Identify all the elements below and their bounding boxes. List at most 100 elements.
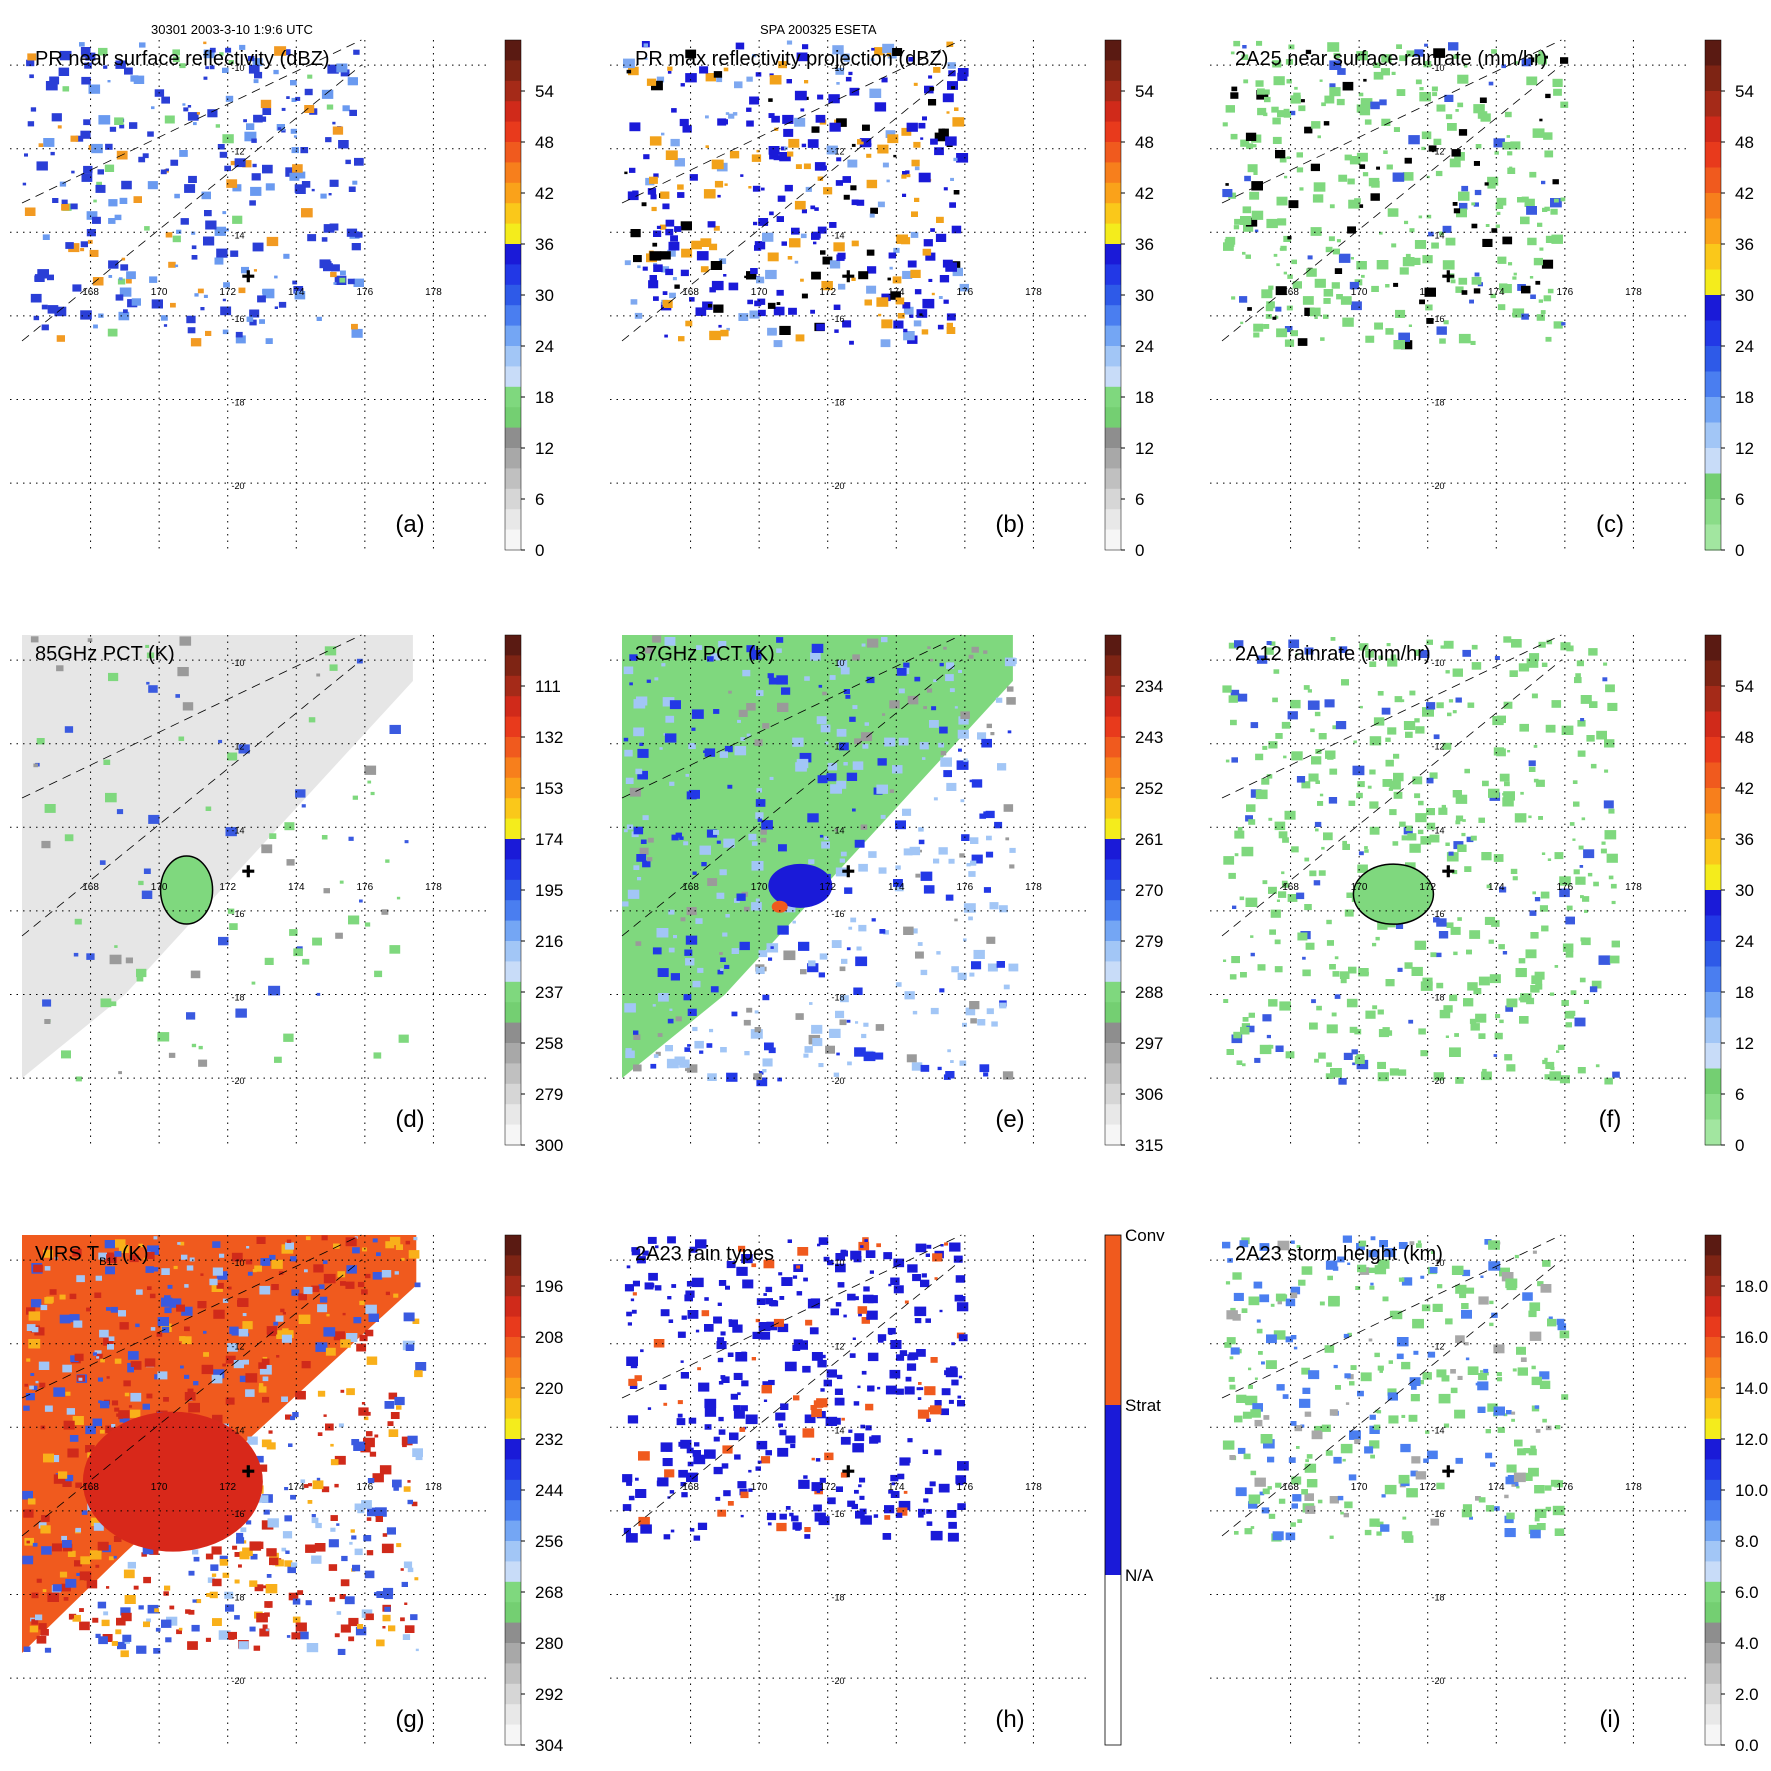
field-pixel	[35, 1614, 43, 1621]
field-pixel	[1377, 921, 1388, 930]
field-pixel	[324, 646, 337, 656]
field-pixel	[1321, 846, 1325, 850]
field-pixel	[1542, 1059, 1548, 1065]
field-pixel	[691, 727, 696, 731]
colorbar-segment	[505, 777, 521, 799]
field-pixel	[253, 114, 263, 123]
panel-title: VIRS TB11 (K)	[35, 1243, 149, 1268]
field-pixel	[820, 724, 831, 733]
field-pixel	[1488, 788, 1500, 798]
field-pixel	[1224, 1342, 1232, 1348]
field-pixel	[921, 329, 929, 335]
field-pixel	[879, 929, 886, 934]
field-pixel	[72, 1248, 82, 1257]
field-pixel	[1230, 1347, 1240, 1355]
field-pixel	[127, 1362, 133, 1368]
field-pixel	[637, 265, 641, 269]
field-pixel	[1296, 892, 1305, 900]
field-pixel	[821, 1354, 826, 1359]
field-pixel	[1496, 1377, 1503, 1382]
field-pixel	[940, 1408, 949, 1416]
field-pixel	[201, 1364, 214, 1375]
field-pixel	[319, 1296, 328, 1303]
field-pixel	[1285, 59, 1293, 65]
field-pixel	[755, 812, 764, 819]
field-pixel	[861, 1033, 867, 1039]
colorbar-segment	[505, 879, 521, 901]
field-pixel	[956, 760, 969, 770]
field-pixel	[710, 653, 720, 661]
field-pixel	[963, 903, 976, 913]
field-pixel	[727, 1352, 734, 1357]
field-pixel	[262, 108, 272, 115]
field-pixel	[1304, 1493, 1314, 1501]
field-pixel	[1414, 793, 1421, 799]
colorbar-segment	[505, 818, 521, 840]
field-pixel	[1342, 1458, 1346, 1462]
field-pixel	[1319, 793, 1324, 797]
colorbar-segment	[1705, 1418, 1721, 1440]
field-pixel	[264, 957, 274, 965]
field-pixel	[1301, 1367, 1310, 1375]
field-pixel	[117, 1641, 127, 1650]
field-pixel	[737, 719, 741, 723]
field-pixel	[335, 932, 343, 939]
field-pixel	[1541, 180, 1546, 185]
field-pixel	[986, 723, 992, 729]
field-pixel	[901, 174, 907, 179]
field-pixel	[884, 1515, 891, 1520]
lat-tick-label: -20	[231, 481, 244, 491]
field-pixel	[1334, 268, 1343, 274]
field-pixel	[24, 153, 28, 157]
field-pixel	[1272, 697, 1278, 703]
field-pixel	[1272, 1531, 1284, 1541]
field-pixel	[918, 827, 924, 832]
field-pixel	[1539, 247, 1544, 251]
field-pixel	[1307, 255, 1313, 260]
field-pixel	[1436, 1482, 1445, 1490]
field-pixel	[718, 1381, 724, 1385]
field-pixel	[742, 669, 751, 677]
field-pixel	[709, 1028, 714, 1033]
field-pixel	[1482, 780, 1489, 787]
colorbar-segment	[1105, 1002, 1121, 1024]
field-pixel	[363, 1535, 372, 1542]
field-pixel	[266, 236, 279, 247]
field-pixel	[402, 1634, 411, 1640]
colorbar-tick-label: 42	[1735, 184, 1754, 203]
field-pixel	[223, 282, 230, 288]
colorbar-segment	[1705, 635, 1721, 662]
field-pixel	[897, 1507, 908, 1516]
colorbar-segment	[1705, 1459, 1721, 1481]
field-pixel	[1299, 187, 1304, 191]
field-pixel	[340, 69, 350, 77]
field-pixel	[126, 278, 132, 284]
field-pixel	[86, 953, 95, 960]
field-pixel	[799, 752, 812, 763]
field-pixel	[295, 1390, 306, 1400]
field-pixel	[681, 1315, 687, 1320]
field-pixel	[827, 1260, 834, 1266]
field-pixel	[311, 188, 315, 192]
field-pixel	[97, 1377, 103, 1382]
field-pixel	[29, 1625, 39, 1633]
field-pixel	[1318, 733, 1327, 740]
field-pixel	[1535, 983, 1543, 990]
lat-tick-label: -18	[231, 993, 244, 1003]
field-pixel	[1377, 1072, 1389, 1082]
field-pixel	[856, 199, 865, 206]
field-pixel	[1359, 705, 1363, 709]
field-pixel	[1348, 1474, 1357, 1481]
field-pixel	[1288, 200, 1299, 209]
field-pixel	[1275, 1482, 1282, 1488]
field-pixel	[794, 260, 799, 264]
field-pixel	[1316, 1005, 1322, 1011]
field-pixel	[282, 1312, 286, 1315]
field-pixel	[885, 1385, 897, 1395]
field-pixel	[307, 74, 313, 79]
field-pixel	[923, 239, 933, 247]
field-pixel	[834, 1388, 843, 1395]
field-pixel	[1369, 801, 1379, 809]
field-pixel	[125, 957, 133, 964]
field-pixel	[1530, 1529, 1541, 1539]
